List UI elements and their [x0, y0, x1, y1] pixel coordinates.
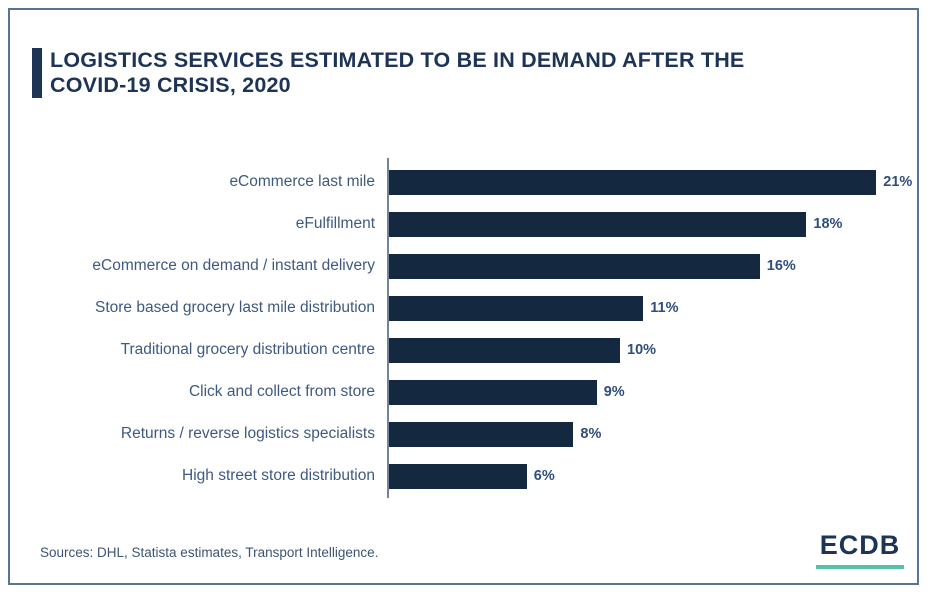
value-label: 16% — [766, 258, 796, 274]
category-label: High street store distribution — [182, 467, 375, 484]
value-label: 8% — [580, 426, 602, 442]
y-axis-line — [387, 158, 389, 498]
bar — [387, 253, 760, 279]
bar — [387, 379, 597, 405]
bar-row: Traditional grocery distribution centre 1… — [40, 329, 920, 371]
category-label: Click and collect from store — [188, 383, 375, 400]
bar-row: High street store distribution 6% — [40, 455, 920, 497]
ecdb-logo: ECDB — [816, 528, 904, 569]
chart-header: LOGISTICS SERVICES ESTIMATED TO BE IN DE… — [32, 48, 820, 98]
category-label: eCommerce on demand / instant delivery — [92, 257, 375, 274]
chart-panel: LOGISTICS SERVICES ESTIMATED TO BE IN DE… — [8, 8, 919, 585]
bar — [387, 211, 807, 237]
bar — [387, 421, 574, 447]
bar-row: Click and collect from store 9% — [40, 371, 920, 413]
bar — [387, 295, 644, 321]
title-accent-bar — [32, 48, 42, 98]
value-label: 9% — [603, 384, 625, 400]
bar-row: eCommerce last mile 21% — [40, 161, 920, 203]
sources-note: Sources: DHL, Statista estimates, Transp… — [40, 545, 379, 560]
bar-chart-rows: eCommerce last mile 21% eFulfillment 18% eCo… — [40, 158, 920, 498]
bar-row: Store based grocery last mile distributi… — [40, 287, 920, 329]
page-title: LOGISTICS SERVICES ESTIMATED TO BE IN DE… — [50, 48, 745, 97]
value-label: 11% — [650, 300, 679, 316]
value-label: 18% — [813, 216, 843, 232]
bar — [387, 463, 527, 489]
ecdb-logo-text: ECDB — [819, 530, 901, 560]
value-label: 10% — [627, 342, 657, 358]
category-label: Store based grocery last mile distributi… — [95, 299, 375, 316]
bar-row: eFulfillment 18% — [40, 203, 920, 245]
category-label: Traditional grocery distribution centre — [120, 341, 375, 358]
bar-row: eCommerce on demand / instant delivery 16… — [40, 245, 920, 287]
category-label: eFulfillment — [295, 215, 375, 232]
value-label: 6% — [533, 468, 555, 484]
bar-chart: eCommerce last mile 21% eFulfillment 18% eCo… — [40, 158, 920, 498]
ecdb-logo-underline — [816, 565, 904, 569]
category-label: Returns / reverse logistics specialists — [120, 425, 375, 442]
bar — [387, 337, 620, 363]
category-label: eCommerce last mile — [229, 173, 375, 190]
bar — [387, 169, 877, 195]
bar-row: Returns / reverse logistics specialists 8… — [40, 413, 920, 455]
value-label: 21% — [883, 174, 913, 190]
